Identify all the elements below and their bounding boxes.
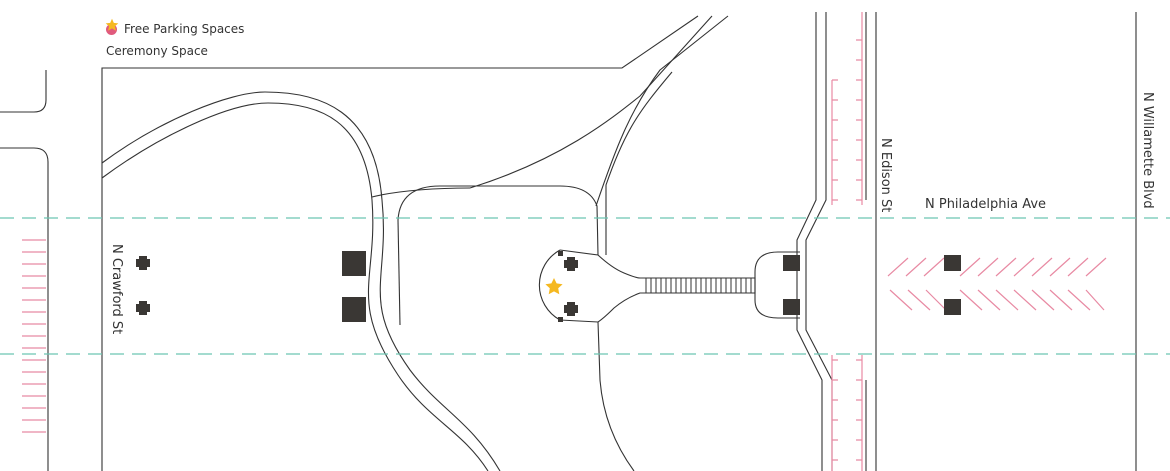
parking-markings: [22, 12, 1107, 471]
path-diagonal-a: [469, 15, 713, 189]
block-west-2: [342, 297, 366, 322]
ceremony-star-icon: [545, 278, 563, 295]
edison-parking-ticks-bottom: [832, 359, 862, 461]
street-label-edison: N Edison St: [878, 138, 893, 213]
path-connector: [371, 187, 471, 198]
path-loop-bottom: [597, 321, 635, 471]
block-east-2: [783, 299, 800, 315]
plaza-post-1: [558, 251, 563, 256]
block-lot-2: [944, 299, 961, 315]
path-outer-arc: [101, 91, 501, 471]
legend-parking: Free Parking Spaces: [106, 18, 244, 40]
park-boundary: [101, 15, 699, 471]
pillars: [136, 251, 961, 322]
pink-dot-icon: [106, 23, 117, 35]
street-label-philadelphia: N Philadelphia Ave: [925, 197, 1047, 212]
edison-parking-ticks-top: [832, 39, 862, 201]
plaza-post-2: [558, 317, 563, 322]
legend: Free Parking Spaces Ceremony Space: [105, 18, 244, 62]
roads: [0, 12, 1137, 471]
block-corner-top-left: [0, 70, 47, 113]
east-bulb: [754, 251, 800, 319]
path-diagonal-b: [595, 15, 729, 207]
pillar-crawford-2: [136, 301, 150, 315]
pillar-crawford-1: [136, 256, 150, 270]
edison-west-line: [796, 12, 823, 471]
block-east-1: [783, 255, 800, 271]
star-icon: [105, 18, 119, 31]
avenue-dashed-lines: [0, 217, 1170, 355]
pillar-plaza-2: [564, 302, 578, 316]
block-west-1: [342, 251, 366, 276]
path-loop-left: [397, 219, 401, 326]
path-diagonal-c: [605, 71, 673, 255]
street-label-crawford: N Crawford St: [109, 244, 124, 335]
legend-ceremony: Ceremony Space: [105, 18, 244, 62]
legend-ceremony-label: Ceremony Space: [106, 44, 208, 58]
edison-parking-lines-bottom: [831, 355, 863, 471]
plaza-arc: [538, 249, 561, 321]
walkway-stripes: [645, 278, 752, 293]
angled-parking-row-bottom: [889, 289, 1105, 311]
block-edge-left: [0, 147, 49, 471]
edison-west-line-2: [805, 12, 833, 471]
block-lot-1: [944, 255, 961, 271]
parking-stripes-left: [22, 239, 46, 433]
street-label-willamette: N Willamette Blvd: [1140, 92, 1155, 209]
angled-parking-row-top: [887, 257, 1107, 277]
pillar-plaza-1: [564, 257, 578, 271]
path-loop-top: [397, 185, 599, 256]
edison-parking-lines-top: [831, 12, 863, 205]
path-inner-arc: [101, 102, 489, 471]
legend-parking-label: Free Parking Spaces: [124, 22, 245, 36]
